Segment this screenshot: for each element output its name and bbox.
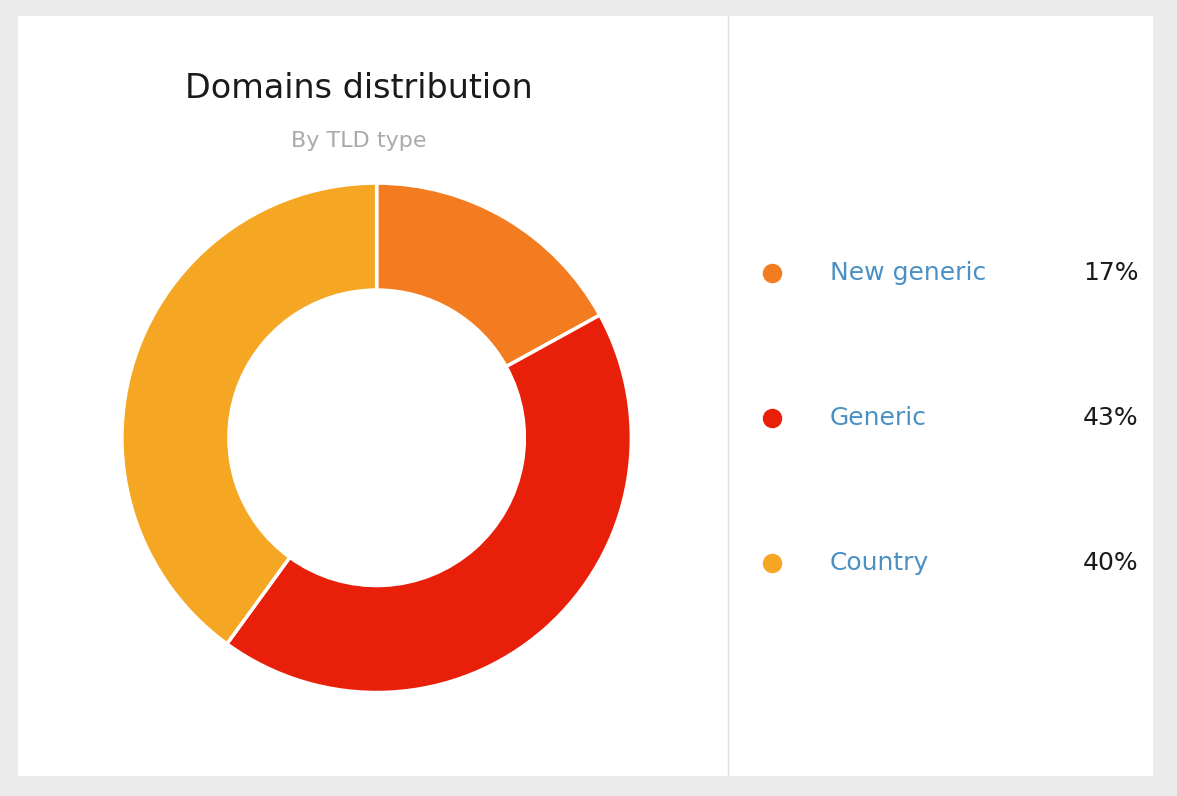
Text: Country: Country — [830, 551, 929, 575]
Text: 43%: 43% — [1083, 406, 1139, 430]
Text: 17%: 17% — [1083, 261, 1139, 285]
Text: New generic: New generic — [830, 261, 986, 285]
Text: By TLD type: By TLD type — [291, 131, 426, 151]
Text: Domains distribution: Domains distribution — [185, 72, 532, 104]
Wedge shape — [227, 315, 631, 693]
Wedge shape — [377, 183, 600, 367]
FancyBboxPatch shape — [1, 5, 1170, 787]
Text: Generic: Generic — [830, 406, 926, 430]
Text: 40%: 40% — [1083, 551, 1139, 575]
Wedge shape — [122, 183, 377, 644]
